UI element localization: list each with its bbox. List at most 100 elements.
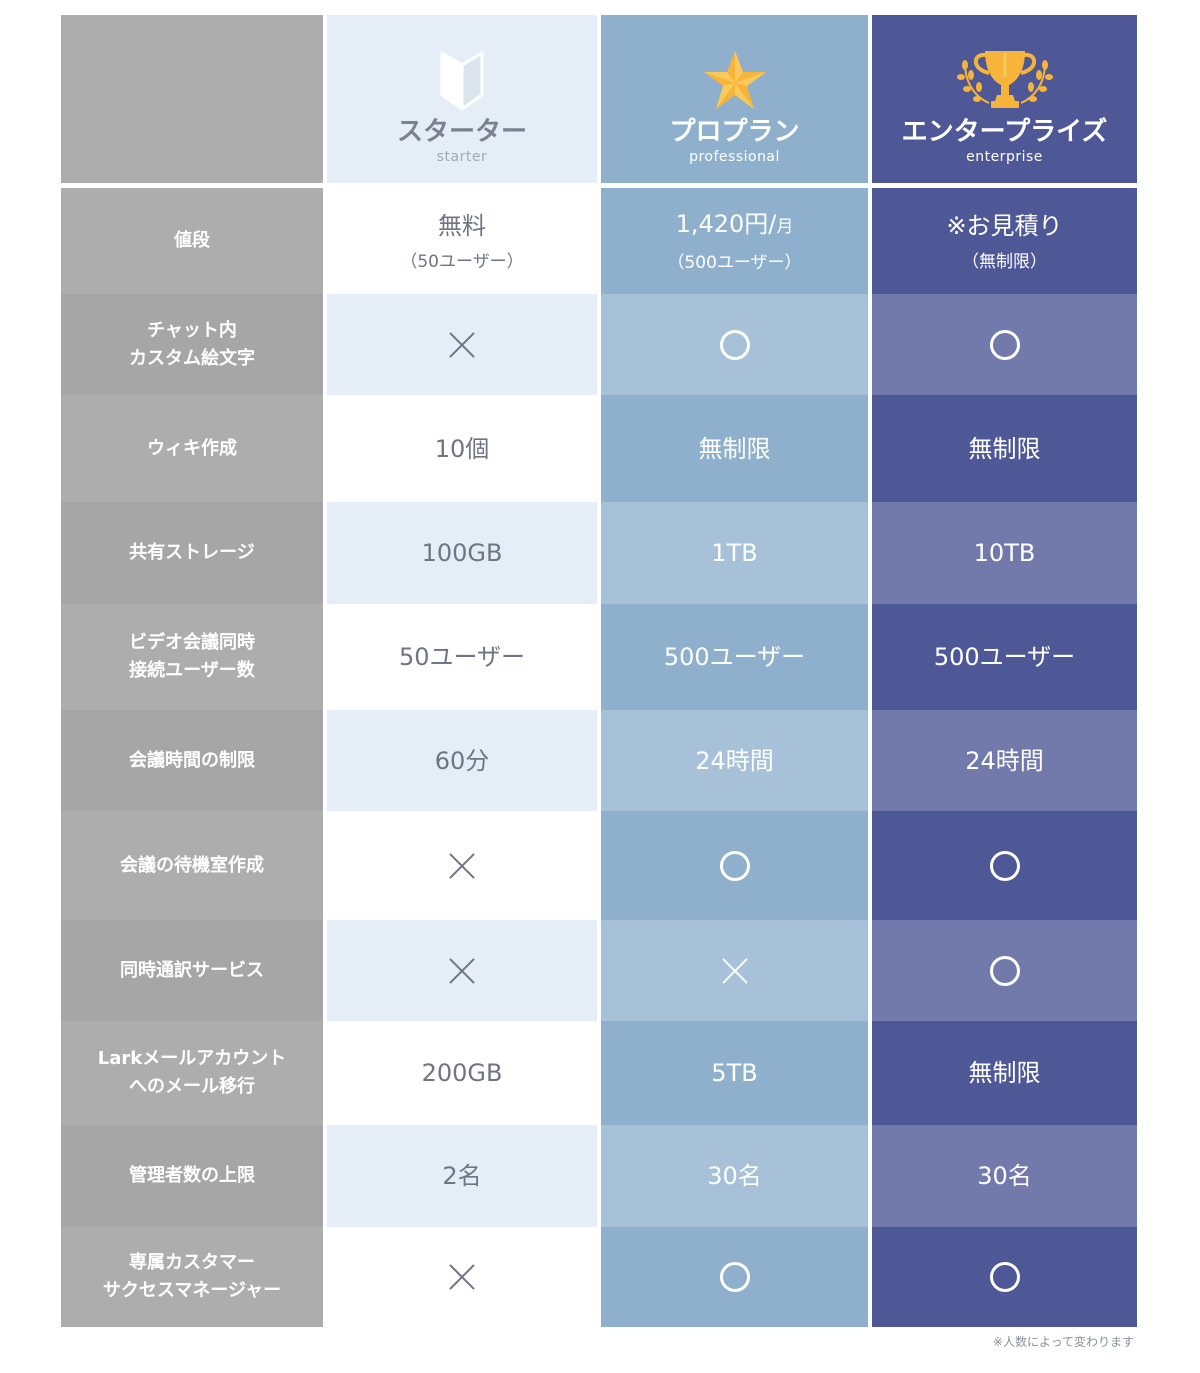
cell-enterprise bbox=[872, 811, 1137, 920]
feature-label: へのメール移行 bbox=[129, 1076, 255, 1097]
cell-professional bbox=[601, 1227, 868, 1327]
cell-value: 200GB bbox=[422, 1058, 503, 1088]
cell-starter bbox=[327, 1227, 597, 1327]
feature-label-cell: 同時通訳サービス bbox=[61, 920, 323, 1021]
price-unit: 月 bbox=[776, 217, 794, 237]
header-corner bbox=[61, 15, 323, 183]
header-starter: スターター starter bbox=[327, 15, 597, 183]
cell-professional bbox=[601, 920, 868, 1021]
cell-value-main: 24時間 bbox=[965, 746, 1044, 775]
feature-label: 専属カスタマー bbox=[129, 1252, 255, 1273]
cell-value-main: 200GB bbox=[421, 1059, 503, 1087]
cell-value-main: 500ユーザー bbox=[933, 643, 1076, 671]
cross-mark-icon bbox=[449, 1264, 475, 1290]
cell-value: 30名 bbox=[707, 1161, 762, 1191]
cell-starter: 10個 bbox=[327, 395, 597, 502]
cell-value-main: 10個 bbox=[434, 434, 490, 463]
plan-name-en: professional bbox=[689, 149, 780, 165]
cell-value: 5TB bbox=[711, 1058, 757, 1088]
cell-enterprise bbox=[872, 294, 1137, 395]
cell-value: 500ユーザー bbox=[664, 642, 805, 672]
cell-enterprise: 24時間 bbox=[872, 710, 1137, 811]
feature-label-cell: 専属カスタマーサクセスマネージャー bbox=[61, 1227, 323, 1327]
circle-mark-icon bbox=[989, 955, 1020, 986]
cell-value-main: 1,420円/ bbox=[675, 210, 777, 238]
feature-label-cell: Larkメールアカウント へのメール移行 bbox=[61, 1021, 323, 1125]
circle-mark-icon bbox=[989, 329, 1020, 360]
star-icon bbox=[702, 37, 768, 111]
circle-mark-icon bbox=[719, 850, 750, 881]
circle-mark-icon bbox=[719, 329, 750, 360]
cell-professional: 500ユーザー bbox=[601, 604, 868, 710]
cell-value: 30名 bbox=[977, 1161, 1032, 1191]
cell-value-main: 2名 bbox=[442, 1162, 482, 1190]
feature-label: 管理者数の上限 bbox=[129, 1165, 255, 1186]
cell-value-sub: （50ユーザー） bbox=[400, 251, 524, 272]
cell-value-main: 無制限 bbox=[698, 434, 771, 463]
cell-enterprise bbox=[872, 920, 1137, 1021]
cell-value: 無制限 bbox=[969, 1058, 1041, 1088]
cell-value-main: 無制限 bbox=[968, 1059, 1041, 1087]
plan-name-jp: プロプラン bbox=[669, 117, 800, 147]
circle-mark-icon bbox=[989, 850, 1020, 881]
cell-professional: 1TB bbox=[601, 502, 868, 604]
feature-label-cell: ウィキ作成 bbox=[61, 395, 323, 502]
feature-label-cell: ビデオ会議同時 接続ユーザー数 bbox=[61, 604, 323, 710]
feature-label: サクセスマネージャー bbox=[102, 1280, 282, 1301]
cell-value-sub: （無制限） bbox=[962, 251, 1047, 272]
cell-enterprise bbox=[872, 1227, 1137, 1327]
cell-enterprise: 無制限 bbox=[872, 395, 1137, 502]
plan-name-jp: スターター bbox=[396, 117, 527, 147]
cell-value: 1TB bbox=[711, 538, 757, 568]
trophy-icon bbox=[955, 37, 1055, 111]
cell-enterprise: 30名 bbox=[872, 1125, 1137, 1227]
cell-value-main: 24時間 bbox=[695, 746, 774, 775]
cell-starter: 200GB bbox=[327, 1021, 597, 1125]
cell-starter: 50ユーザー bbox=[327, 604, 597, 710]
cell-starter: 2名 bbox=[327, 1125, 597, 1227]
cell-enterprise: 無制限 bbox=[872, 1021, 1137, 1125]
header-professional: プロプラン professional bbox=[601, 15, 868, 183]
cell-professional: 30名 bbox=[601, 1125, 868, 1227]
cell-value: 100GB bbox=[422, 538, 503, 568]
feature-label-cell: 値段 bbox=[61, 188, 323, 294]
feature-label: ビデオ会議同時 bbox=[129, 632, 255, 653]
feature-label: 会議時間の制限 bbox=[129, 749, 255, 771]
cell-professional: 1,420円/月 （500ユーザー） bbox=[601, 188, 868, 294]
cell-value-main: 100GB bbox=[421, 539, 503, 567]
cell-starter bbox=[327, 811, 597, 920]
beginner-mark-icon bbox=[440, 37, 484, 111]
feature-label: Larkメールアカウント bbox=[97, 1048, 287, 1069]
cell-value-main: 10TB bbox=[973, 539, 1036, 567]
cross-mark-icon bbox=[449, 332, 475, 358]
feature-label: カスタム絵文字 bbox=[129, 347, 255, 369]
feature-label: 会議の待機室作成 bbox=[120, 854, 264, 876]
cell-value-main: 60分 bbox=[434, 746, 490, 775]
circle-mark-icon bbox=[989, 1262, 1020, 1292]
cell-value-main: 500ユーザー bbox=[663, 643, 806, 671]
feature-label-cell: チャット内カスタム絵文字 bbox=[61, 294, 323, 395]
cell-value-main: 無制限 bbox=[968, 434, 1041, 463]
feature-label: ウィキ作成 bbox=[147, 437, 237, 459]
feature-label: 同時通訳サービス bbox=[120, 959, 264, 981]
cell-value: 60分 bbox=[435, 746, 490, 776]
cell-starter: 100GB bbox=[327, 502, 597, 604]
cross-mark-icon bbox=[722, 958, 748, 984]
cell-value-main: ※お見積り bbox=[946, 211, 1063, 240]
cell-value-main: 30名 bbox=[977, 1162, 1032, 1190]
cross-mark-icon bbox=[449, 853, 475, 879]
plan-name-en: enterprise bbox=[966, 149, 1043, 165]
cell-professional bbox=[601, 811, 868, 920]
cell-value: 24時間 bbox=[965, 746, 1044, 776]
feature-label: チャット内 bbox=[147, 319, 237, 341]
cell-value: 50ユーザー bbox=[399, 642, 525, 672]
cell-professional: 5TB bbox=[601, 1021, 868, 1125]
cell-value-main: 50ユーザー bbox=[398, 643, 526, 671]
cell-value: 1,420円/月 bbox=[676, 209, 794, 242]
feature-label-cell: 会議時間の制限 bbox=[61, 710, 323, 811]
cell-value: ※お見積り bbox=[946, 211, 1062, 241]
feature-label-cell: 管理者数の上限 bbox=[61, 1125, 323, 1227]
feature-label-cell: 共有ストレージ bbox=[61, 502, 323, 604]
cell-value: 無制限 bbox=[699, 434, 771, 464]
cell-value: 無料 bbox=[438, 211, 486, 241]
